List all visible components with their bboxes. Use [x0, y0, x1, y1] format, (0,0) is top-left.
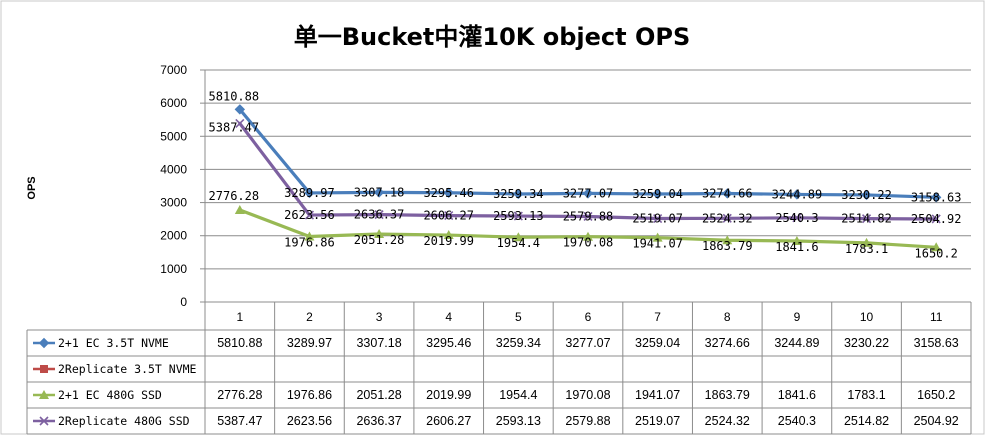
table-cell: 2579.88 [565, 414, 610, 428]
table-cell: 1970.08 [565, 388, 610, 402]
data-label: 3289.97 [284, 186, 335, 200]
data-label: 2504.92 [911, 212, 962, 226]
table-cell: 5387.47 [217, 414, 262, 428]
table-cell: 3289.97 [287, 336, 332, 350]
table-cell: 2776.28 [217, 388, 262, 402]
data-label: 1941.07 [632, 237, 683, 251]
table-cell: 2636.37 [356, 414, 401, 428]
table-cell: 2593.13 [496, 414, 541, 428]
table-cell: 2051.28 [356, 388, 401, 402]
data-label: 1841.6 [775, 240, 818, 254]
table-cell: 3259.34 [496, 336, 541, 350]
data-label: 2623.56 [284, 208, 335, 222]
data-label: 1863.79 [702, 239, 753, 253]
data-label: 3295.46 [423, 186, 474, 200]
table-cell: 1954.4 [499, 388, 537, 402]
table-cell: 1783.1 [847, 388, 885, 402]
table-cell: 1841.6 [778, 388, 816, 402]
y-tick-label: 5000 [160, 129, 187, 143]
data-label: 3244.89 [772, 187, 823, 201]
x-tick-label: 10 [860, 310, 874, 324]
data-label: 2776.28 [209, 189, 260, 203]
x-tick-label: 9 [794, 310, 801, 324]
data-label: 3158.63 [911, 190, 962, 204]
legend-entry: 2Replicate 480G SSD [58, 414, 190, 428]
data-label: 2540.3 [775, 211, 818, 225]
data-label: 1954.4 [497, 236, 540, 250]
data-label: 2593.13 [493, 209, 544, 223]
table-cell: 1863.79 [705, 388, 750, 402]
data-label: 5810.88 [209, 89, 260, 103]
x-tick-label: 2 [306, 310, 313, 324]
table-cell: 3295.46 [426, 336, 471, 350]
table-cell: 1941.07 [635, 388, 680, 402]
data-label: 3307.18 [354, 185, 405, 199]
x-tick-label: 4 [445, 310, 452, 324]
table-cell: 3158.63 [914, 336, 959, 350]
data-label: 5387.47 [209, 120, 260, 134]
data-label: 2051.28 [354, 233, 405, 247]
y-axis-label: OPS [26, 176, 38, 199]
y-tick-label: 2000 [160, 229, 187, 243]
table-cell: 3244.89 [774, 336, 819, 350]
table-cell: 3307.18 [356, 336, 401, 350]
table-cell: 2540.3 [778, 414, 816, 428]
table-cell: 2504.92 [914, 414, 959, 428]
y-tick-label: 7000 [160, 63, 187, 77]
data-label: 3277.07 [563, 186, 614, 200]
table-cell: 2606.27 [426, 414, 471, 428]
table-cell: 5810.88 [217, 336, 262, 350]
table-cell: 3277.07 [565, 336, 610, 350]
data-label: 1650.2 [915, 246, 958, 260]
table-cell: 3274.66 [705, 336, 750, 350]
data-label: 2519.07 [632, 212, 683, 226]
data-label: 2606.27 [423, 209, 474, 223]
x-tick-label: 3 [376, 310, 383, 324]
table-cell: 2019.99 [426, 388, 471, 402]
x-tick-label: 11 [930, 310, 943, 324]
y-tick-label: 3000 [160, 196, 187, 210]
x-tick-label: 7 [654, 310, 661, 324]
data-label: 1976.86 [284, 235, 335, 249]
table-cell: 2514.82 [844, 414, 889, 428]
legend-key-marker-2replicate-3-5t-nvme [40, 365, 48, 373]
x-tick-label: 8 [724, 310, 731, 324]
x-tick-label: 5 [515, 310, 522, 324]
data-label: 2524.32 [702, 211, 753, 225]
table-cell: 2524.32 [705, 414, 750, 428]
x-tick-label: 6 [585, 310, 592, 324]
legend-entry: 2+1 EC 480G SSD [58, 388, 162, 402]
y-tick-label: 1000 [160, 262, 187, 276]
data-label: 1970.08 [563, 236, 614, 250]
y-tick-label: 0 [180, 295, 187, 309]
data-label: 3230.22 [841, 188, 892, 202]
data-label: 3274.66 [702, 186, 753, 200]
data-label: 2514.82 [841, 212, 892, 226]
chart-title: 单一Bucket中灌10K object OPS [294, 23, 691, 51]
table-cell: 2623.56 [287, 414, 332, 428]
data-label: 2019.99 [423, 234, 474, 248]
table-cell: 3259.04 [635, 336, 680, 350]
data-label: 3259.34 [493, 187, 544, 201]
table-cell: 2519.07 [635, 414, 680, 428]
legend-entry: 2Replicate 3.5T NVME [58, 362, 197, 376]
data-label: 2636.37 [354, 208, 405, 222]
table-cell: 3230.22 [844, 336, 889, 350]
table-cell: 1976.86 [287, 388, 332, 402]
y-tick-label: 6000 [160, 96, 187, 110]
table-cell: 1650.2 [917, 388, 955, 402]
legend-entry: 2+1 EC 3.5T NVME [58, 336, 169, 350]
x-tick-label: 1 [236, 310, 243, 324]
data-label: 1783.1 [845, 242, 888, 256]
data-label: 3259.04 [632, 187, 683, 201]
y-tick-label: 4000 [160, 162, 187, 176]
data-label: 2579.88 [563, 209, 614, 223]
